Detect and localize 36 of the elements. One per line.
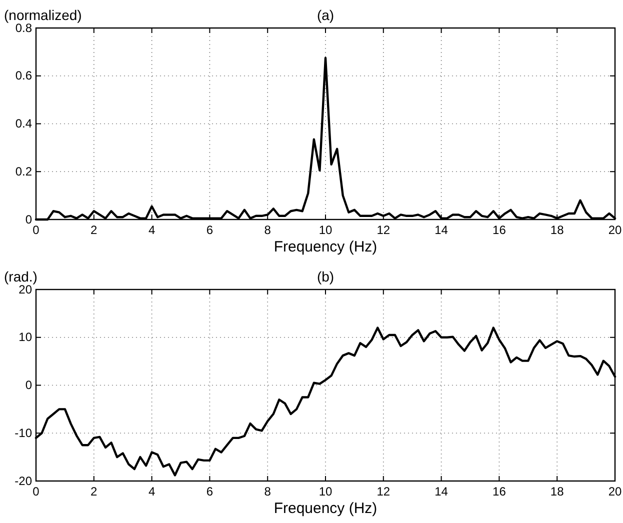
y-tick-label: -10 [14, 426, 32, 440]
x-tick-label: 8 [264, 484, 272, 499]
x-tick-label: 4 [148, 223, 156, 238]
y-tick-label: 0 [25, 212, 32, 226]
chart-title: (a) [316, 7, 334, 23]
y-tick-label: 0.8 [15, 20, 32, 35]
x-tick-label: 14 [434, 484, 448, 499]
y-tick-label: 0.4 [15, 116, 32, 131]
x-tick-label: 16 [492, 484, 506, 499]
y-tick-label: 0.6 [15, 68, 32, 83]
x-tick-label: 16 [492, 223, 506, 238]
x-tick-label: 8 [264, 223, 272, 238]
x-tick-label: 12 [376, 484, 390, 499]
x-tick-label: 4 [148, 484, 156, 499]
x-tick-label: 6 [206, 223, 214, 238]
y-tick-label: -20 [14, 474, 32, 488]
chart-title: (b) [316, 268, 334, 284]
x-tick-label: 6 [206, 484, 214, 499]
x-tick-label: 2 [90, 484, 98, 499]
y-axis-title: (rad.) [4, 268, 38, 284]
x-tick-label: 18 [550, 223, 564, 238]
x-tick-label: 10 [318, 223, 332, 238]
y-axis-title: (normalized) [4, 7, 82, 23]
x-axis-title: Frequency (Hz) [274, 500, 378, 517]
y-tick-label: 20 [18, 282, 32, 296]
x-axis-title: Frequency (Hz) [274, 238, 378, 256]
x-tick-label: 2 [90, 223, 98, 238]
y-tick-label: 10 [18, 330, 32, 344]
x-tick-label: 14 [434, 223, 448, 238]
x-tick-label: 10 [318, 484, 332, 499]
x-tick-label: 20 [608, 223, 622, 238]
x-tick-label: 20 [608, 484, 622, 499]
x-tick-label: 12 [376, 223, 390, 238]
y-tick-label: 0.2 [15, 164, 32, 178]
x-tick-label: 18 [550, 484, 564, 499]
y-tick-label: 0 [25, 378, 32, 392]
